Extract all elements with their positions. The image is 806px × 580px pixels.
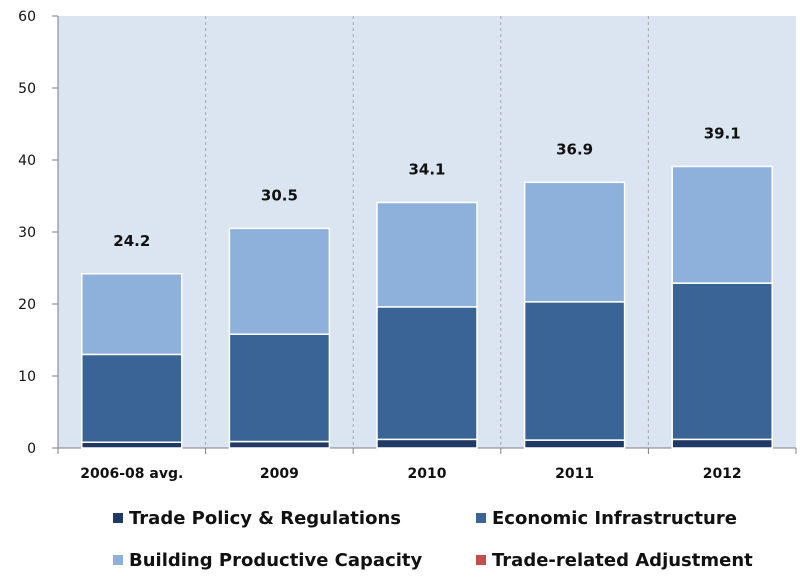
y-tick-label: 20 — [18, 297, 36, 313]
bar-segment — [81, 353, 183, 443]
y-tick-label: 30 — [18, 225, 36, 241]
bar-segment — [376, 201, 478, 308]
legend-label: Building Productive Capacity — [129, 550, 423, 571]
bar-segment — [671, 165, 773, 284]
bar-segment — [523, 301, 626, 441]
bar-segment — [81, 441, 183, 449]
x-category-label: 2010 — [408, 466, 447, 482]
bar-segment — [671, 438, 773, 449]
bar-segment — [376, 438, 478, 449]
bar-segment — [523, 181, 626, 303]
bar-segment — [228, 333, 331, 443]
bar-segment — [228, 440, 331, 449]
y-tick-label: 60 — [18, 9, 36, 25]
x-category-label: 2011 — [555, 466, 594, 482]
y-tick-label: 10 — [18, 369, 36, 385]
bar-segment — [523, 439, 626, 449]
bar-total-label: 36.9 — [556, 140, 593, 158]
x-category-label: 2012 — [703, 466, 742, 482]
legend-swatch — [113, 513, 123, 523]
bar-segment — [228, 227, 331, 335]
legend-swatch — [113, 555, 123, 565]
bar-total-label: 39.1 — [704, 124, 741, 142]
legend-label: Economic Infrastructure — [492, 508, 737, 529]
x-category-label: 2009 — [260, 466, 299, 482]
y-tick-label: 50 — [18, 81, 36, 97]
legend-swatch — [476, 513, 486, 523]
bar-total-label: 34.1 — [408, 160, 445, 178]
x-category-label: 2006-08 avg. — [80, 466, 183, 482]
legend-label: Trade-related Adjustment — [492, 550, 753, 571]
legend-swatch — [476, 555, 486, 565]
bar-segment — [671, 282, 773, 441]
y-tick-label: 40 — [18, 153, 36, 169]
y-tick-label: 0 — [27, 441, 36, 457]
bar-total-label: 30.5 — [261, 186, 298, 204]
bar-segment — [376, 306, 478, 441]
bar-total-label: 24.2 — [113, 232, 150, 250]
bar-segment — [81, 273, 183, 356]
legend-label: Trade Policy & Regulations — [129, 508, 401, 529]
